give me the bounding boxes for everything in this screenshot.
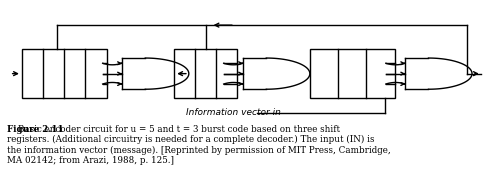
Bar <box>309 49 394 98</box>
Text: Basic encoder circuit for u = 5 and t = 3 burst code based on three shift
regist: Basic encoder circuit for u = 5 and t = … <box>7 125 390 165</box>
Text: Information vector in: Information vector in <box>186 108 281 117</box>
Bar <box>174 49 237 98</box>
Text: Figure 2.11: Figure 2.11 <box>7 125 64 134</box>
Bar <box>22 49 106 98</box>
